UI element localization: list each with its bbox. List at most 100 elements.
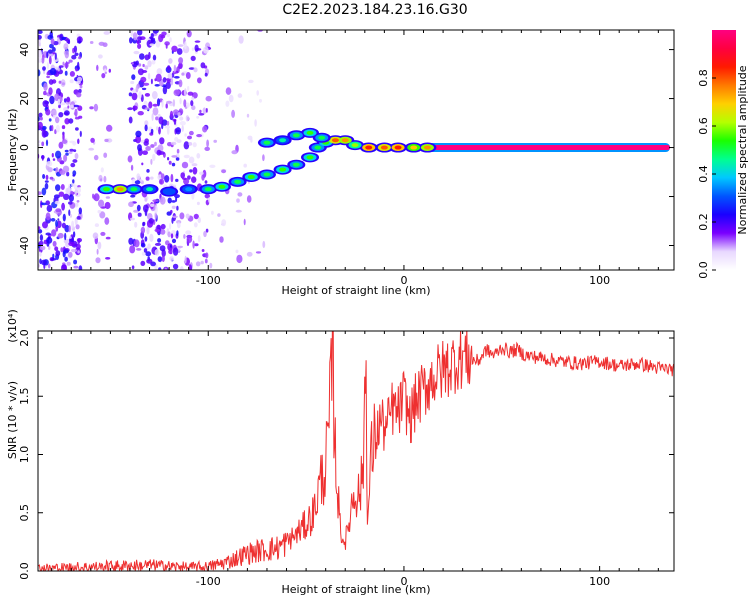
noise-speckle — [184, 255, 187, 264]
noise-speckle — [108, 68, 112, 73]
noise-speckle — [169, 222, 172, 230]
noise-speckle — [128, 201, 134, 208]
noise-speckle — [131, 62, 134, 65]
noise-speckle — [50, 218, 56, 222]
noise-speckle — [38, 69, 41, 77]
noise-speckle — [52, 158, 56, 161]
noise-speckle — [164, 175, 170, 183]
noise-speckle — [135, 60, 139, 66]
noise-speckle — [173, 109, 179, 115]
noise-speckle — [74, 188, 77, 197]
noise-speckle — [157, 238, 162, 243]
noise-speckle — [177, 245, 183, 249]
noise-speckle — [154, 84, 160, 87]
noise-speckle — [133, 239, 140, 248]
noise-speckle — [176, 48, 183, 55]
noise-speckle — [76, 200, 80, 203]
noise-speckle — [76, 216, 81, 220]
noise-speckle — [41, 125, 47, 131]
noise-speckle — [205, 252, 209, 259]
noise-speckle — [96, 248, 99, 255]
noise-speckle — [74, 153, 79, 160]
spectrogram-x-label: Height of straight line (km) — [281, 284, 430, 297]
spectrogram-y-label: Frequency (Hz) — [6, 109, 19, 192]
noise-speckle — [157, 256, 163, 262]
noise-speckle — [55, 219, 58, 228]
noise-speckle — [142, 221, 146, 226]
noise-speckle — [138, 91, 142, 99]
noise-speckle — [236, 254, 243, 264]
noise-speckle — [61, 125, 66, 130]
noise-speckle — [193, 222, 198, 228]
noise-speckle — [175, 157, 180, 161]
ridge-point-core — [380, 145, 388, 150]
noise-speckle — [191, 96, 195, 101]
noise-speckle — [196, 153, 201, 159]
noise-speckle — [176, 230, 179, 237]
noise-speckle — [213, 139, 217, 143]
noise-speckle — [104, 217, 110, 225]
noise-speckle — [197, 77, 202, 84]
noise-speckle — [168, 160, 172, 165]
noise-speckle — [188, 67, 195, 70]
noise-speckle — [194, 40, 201, 43]
noise-speckle — [99, 211, 106, 219]
noise-speckle — [63, 43, 69, 50]
noise-speckle — [140, 242, 146, 248]
noise-speckle — [262, 240, 266, 249]
noise-speckle — [131, 92, 138, 101]
noise-speckle — [158, 116, 164, 125]
noise-speckle — [68, 251, 73, 258]
noise-speckle — [165, 103, 168, 109]
noise-speckle — [144, 124, 148, 132]
noise-speckle — [237, 192, 243, 197]
ridge-point-core — [394, 145, 402, 150]
noise-speckle — [152, 30, 159, 34]
noise-speckle — [44, 180, 49, 183]
x-tick-label: -100 — [196, 274, 221, 287]
noise-speckle — [152, 153, 156, 162]
noise-speckle — [77, 40, 82, 44]
colorbar-gradient — [712, 30, 736, 270]
snr-x-label: Height of straight line (km) — [281, 583, 430, 596]
noise-speckle — [183, 154, 190, 159]
noise-speckle — [68, 194, 74, 202]
noise-speckle — [159, 137, 165, 145]
noise-speckle — [191, 163, 198, 167]
noise-speckle — [155, 126, 159, 131]
noise-speckle — [172, 247, 179, 256]
noise-speckle — [130, 217, 135, 221]
noise-speckle — [55, 150, 62, 159]
noise-speckle — [42, 221, 48, 229]
noise-speckle — [150, 144, 155, 148]
noise-speckle — [41, 129, 47, 138]
y-tick-label: 0 — [18, 144, 31, 151]
noise-speckle — [49, 67, 57, 76]
noise-speckle — [179, 97, 182, 105]
noise-speckle — [140, 76, 147, 83]
snr-frame — [37, 330, 675, 572]
noise-speckle — [45, 200, 50, 206]
noise-speckle — [44, 182, 49, 190]
noise-speckle — [231, 109, 236, 118]
noise-speckle — [76, 92, 82, 98]
y-tick-label: 0.0 — [18, 562, 31, 580]
noise-speckle — [52, 47, 56, 52]
noise-speckle — [225, 100, 230, 107]
noise-speckle — [209, 262, 213, 269]
noise-speckle — [135, 130, 142, 138]
noise-speckle — [197, 217, 201, 224]
noise-speckle — [158, 267, 162, 270]
noise-speckle — [137, 30, 143, 36]
noise-speckle — [254, 119, 257, 127]
noise-speckle — [159, 245, 166, 252]
y-tick-label: 1.0 — [18, 446, 31, 464]
noise-speckle — [39, 245, 46, 251]
ridge-point-core — [306, 155, 314, 160]
noise-speckle — [146, 169, 150, 173]
noise-speckle — [62, 213, 66, 222]
noise-speckle — [46, 161, 53, 167]
noise-speckle — [150, 37, 156, 42]
noise-speckle — [133, 50, 140, 55]
noise-speckle — [130, 80, 135, 85]
